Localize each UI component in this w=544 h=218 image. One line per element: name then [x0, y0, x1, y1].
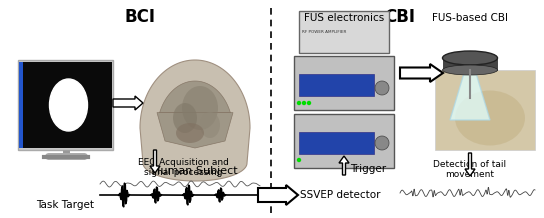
- FancyArrow shape: [150, 150, 160, 173]
- FancyBboxPatch shape: [294, 56, 394, 110]
- FancyBboxPatch shape: [23, 62, 112, 148]
- Text: BCI: BCI: [125, 8, 156, 26]
- Polygon shape: [450, 70, 490, 120]
- Text: FUS electronics: FUS electronics: [304, 13, 384, 23]
- Ellipse shape: [375, 136, 389, 150]
- Ellipse shape: [442, 51, 498, 65]
- FancyArrow shape: [400, 64, 443, 82]
- Ellipse shape: [50, 79, 88, 131]
- FancyArrow shape: [339, 156, 349, 175]
- FancyBboxPatch shape: [299, 11, 389, 53]
- FancyBboxPatch shape: [294, 114, 394, 168]
- Ellipse shape: [298, 158, 300, 162]
- Text: RF POWER AMPLIFIER: RF POWER AMPLIFIER: [302, 30, 347, 34]
- FancyBboxPatch shape: [299, 74, 374, 96]
- Ellipse shape: [302, 102, 306, 104]
- Text: CBI: CBI: [385, 8, 416, 26]
- Text: EEG Acquisition and
signal processing: EEG Acquisition and signal processing: [138, 158, 228, 177]
- FancyBboxPatch shape: [443, 57, 497, 70]
- Polygon shape: [157, 81, 233, 148]
- Ellipse shape: [442, 65, 498, 75]
- Polygon shape: [140, 60, 250, 181]
- FancyBboxPatch shape: [18, 60, 113, 150]
- FancyArrow shape: [465, 153, 475, 176]
- Ellipse shape: [298, 102, 300, 104]
- Text: FUS-based CBI: FUS-based CBI: [432, 13, 508, 23]
- FancyArrow shape: [258, 185, 298, 205]
- FancyBboxPatch shape: [435, 70, 535, 150]
- Text: SSVEP detector: SSVEP detector: [300, 190, 380, 200]
- FancyArrow shape: [113, 96, 143, 110]
- Text: Trigger: Trigger: [350, 164, 386, 174]
- Ellipse shape: [455, 90, 525, 145]
- Text: Task Target: Task Target: [36, 200, 95, 210]
- Ellipse shape: [375, 81, 389, 95]
- Ellipse shape: [176, 123, 204, 143]
- Text: Human Subject: Human Subject: [152, 166, 238, 176]
- FancyBboxPatch shape: [19, 62, 23, 148]
- Ellipse shape: [307, 102, 311, 104]
- Ellipse shape: [182, 86, 218, 130]
- Ellipse shape: [173, 103, 197, 133]
- FancyBboxPatch shape: [299, 132, 374, 154]
- Ellipse shape: [200, 112, 220, 138]
- Text: Detection of tail
movement: Detection of tail movement: [434, 160, 506, 179]
